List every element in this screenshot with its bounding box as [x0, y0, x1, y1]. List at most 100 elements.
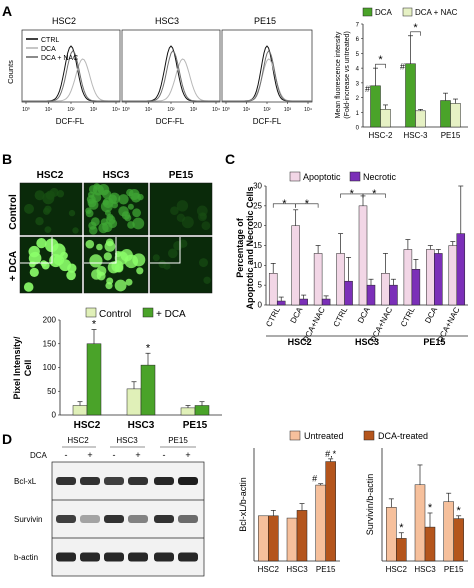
mfi-ytick-label: 1 — [356, 111, 360, 117]
bclxl-chart: Bcl-xL/b-actin HSC2 HSC3 # #,* PE15 — [238, 448, 340, 574]
cell-dca-hsc3 — [125, 278, 133, 286]
cell-dca-pe15 — [179, 239, 188, 248]
cell-control-hsc2 — [42, 192, 55, 205]
hist-legend-dcanac: DCA + NAC — [41, 55, 78, 62]
cell-dca-hsc3 — [111, 260, 124, 273]
cell-dca-hsc2 — [66, 270, 76, 281]
bar-hsc3-dca-nac-necrotic — [389, 284, 398, 306]
apop-ytick-label: 10 — [253, 261, 262, 270]
western-blot: HSC2 HSC3 PE15 DCA - + - + - + Bcl-xL Su… — [14, 436, 205, 577]
legend-swatch-dca — [362, 7, 373, 17]
cell-dca-pe15 — [152, 254, 160, 262]
mfi-ylabel-sub: (Fold-increase vs untreated) — [344, 31, 351, 119]
histogram-title-hsc2: HSC2 — [52, 16, 76, 26]
apop-ytick-label: 15 — [253, 241, 262, 250]
micro-col-hsc2: HSC2 — [37, 170, 64, 181]
mfi-ytick-label: 5 — [356, 52, 360, 58]
mfi-bar-chart: 0 1 2 3 4 5 6 7 Mean fluorescence intensity (Fold… — [335, 22, 468, 140]
cell-dca-hsc3 — [105, 282, 113, 290]
band-bclxl-lane-3 — [104, 477, 124, 485]
cell-control-hsc3 — [85, 209, 94, 218]
survivin-xtick-label: HSC2 — [386, 565, 408, 574]
inset-frame-hsc3 — [84, 237, 117, 264]
mfi-ytick-label: 7 — [356, 23, 360, 29]
pixel-xtick-label: HSC2 — [74, 420, 101, 431]
bar-survivin-pe15-untreated — [443, 501, 454, 562]
blot-protein-survivin: Survivin — [14, 515, 42, 524]
mfi-annotation-hash: # — [400, 62, 405, 72]
hist-xtick-label: 10² — [67, 107, 75, 113]
apop-condition-label: CTRL — [332, 305, 350, 328]
apop-annotation-star: * — [372, 188, 377, 200]
band-survivin-lane-1 — [56, 515, 76, 523]
cell-control-hsc3 — [104, 209, 111, 216]
cell-control-hsc3 — [93, 183, 101, 190]
pixel-ytick-label: 50 — [47, 387, 56, 396]
cell-dca-hsc3 — [89, 254, 103, 268]
hist-xtick-label: 10¹ — [145, 107, 153, 113]
histogram-frame-pe15 — [221, 29, 313, 103]
cell-control-hsc2 — [56, 190, 65, 198]
cell-dca-hsc3 — [136, 267, 144, 275]
bar-pe15-ctrl-necrotic — [411, 269, 421, 306]
hist-legend-ctrl: CTRL — [41, 37, 59, 44]
bar-bclxl-hsc2-dca-treated — [268, 515, 279, 562]
bar-bclxl-pe15-dca-treated — [325, 461, 336, 562]
band-survivin-lane-5 — [154, 515, 174, 523]
cell-control-hsc3 — [118, 206, 129, 217]
legend-swatch-dcanac — [402, 7, 413, 17]
cell-dca-pe15 — [203, 276, 211, 284]
apop-condition-label: DCA — [423, 305, 439, 325]
apop-ylabel: Percentage of — [235, 217, 245, 278]
cell-control-hsc3 — [132, 208, 142, 218]
bar-hsc-2-dca — [370, 85, 381, 128]
cell-control-hsc2 — [72, 227, 79, 234]
cell-dca-hsc2 — [29, 267, 39, 277]
bar-hsc3-ctrl-necrotic — [344, 280, 353, 306]
mfi-xtick-label: HSC-3 — [403, 131, 428, 140]
band-survivin-lane-6 — [178, 515, 198, 523]
apop-ytick-label: 5 — [258, 281, 263, 290]
cell-control-hsc2 — [43, 207, 51, 215]
panel-label-a: A — [2, 3, 12, 19]
mfi-ytick-label: 3 — [356, 81, 360, 87]
mfi-bracket — [375, 63, 386, 69]
apop-ytick-label: 0 — [258, 301, 263, 310]
legend-control: Control — [99, 309, 131, 320]
pixel-ytick-label: 100 — [43, 363, 57, 372]
bar-pe15-ctrl-apoptotic — [403, 249, 413, 306]
cell-control-hsc3 — [124, 214, 132, 222]
hist-xtick-label: 10³ — [90, 107, 98, 113]
legend-dcanac: DCA + NAC — [415, 8, 458, 17]
apop-ytick-label: 25 — [253, 201, 262, 210]
mfi-ytick-label: 2 — [356, 96, 360, 102]
apop-condition-label: DCA — [289, 305, 305, 325]
mfi-bracket — [410, 31, 421, 36]
apop-ytick-label: 20 — [253, 221, 262, 230]
cell-dca-hsc2 — [49, 253, 63, 268]
apop-condition-label: CTRL — [264, 305, 282, 328]
pixel-intensity-chart: 0 50 100 150 200 Pixel Intensity/Cell * HSC2 * HS… — [12, 316, 222, 431]
bar-hsc2-dca — [86, 343, 102, 416]
bar-hsc3-ctrl-apoptotic — [336, 253, 345, 306]
bar-hsc2-control — [72, 405, 88, 416]
band-bactin-lane-1 — [56, 552, 76, 562]
inset-frame-pe15 — [150, 237, 181, 264]
bar-hsc2-ctrl-necrotic — [276, 300, 286, 306]
bar-pe15-control — [180, 407, 196, 416]
bclxl-xtick-label: HSC2 — [258, 565, 280, 574]
apop-annotation-star: * — [350, 188, 355, 200]
cell-dca-hsc3 — [104, 241, 116, 252]
pixel-xtick-label: PE15 — [183, 420, 208, 431]
cell-dca-hsc2 — [36, 238, 47, 249]
bar-hsc2-dca-necrotic — [299, 298, 308, 306]
micrograph-grid: HSC2 HSC3 PE15 Control + DCA — [8, 170, 213, 294]
mfi-ytick-label: 0 — [356, 126, 360, 132]
blot-sign-5: - — [163, 450, 166, 460]
blot-protein-bactin: b-actin — [14, 553, 38, 562]
survivin-annotation: * — [428, 502, 433, 514]
blot-sign-4: + — [135, 450, 140, 460]
legend-swatch-necrotic — [349, 171, 361, 182]
apop-condition-label: CTRL — [399, 305, 417, 328]
